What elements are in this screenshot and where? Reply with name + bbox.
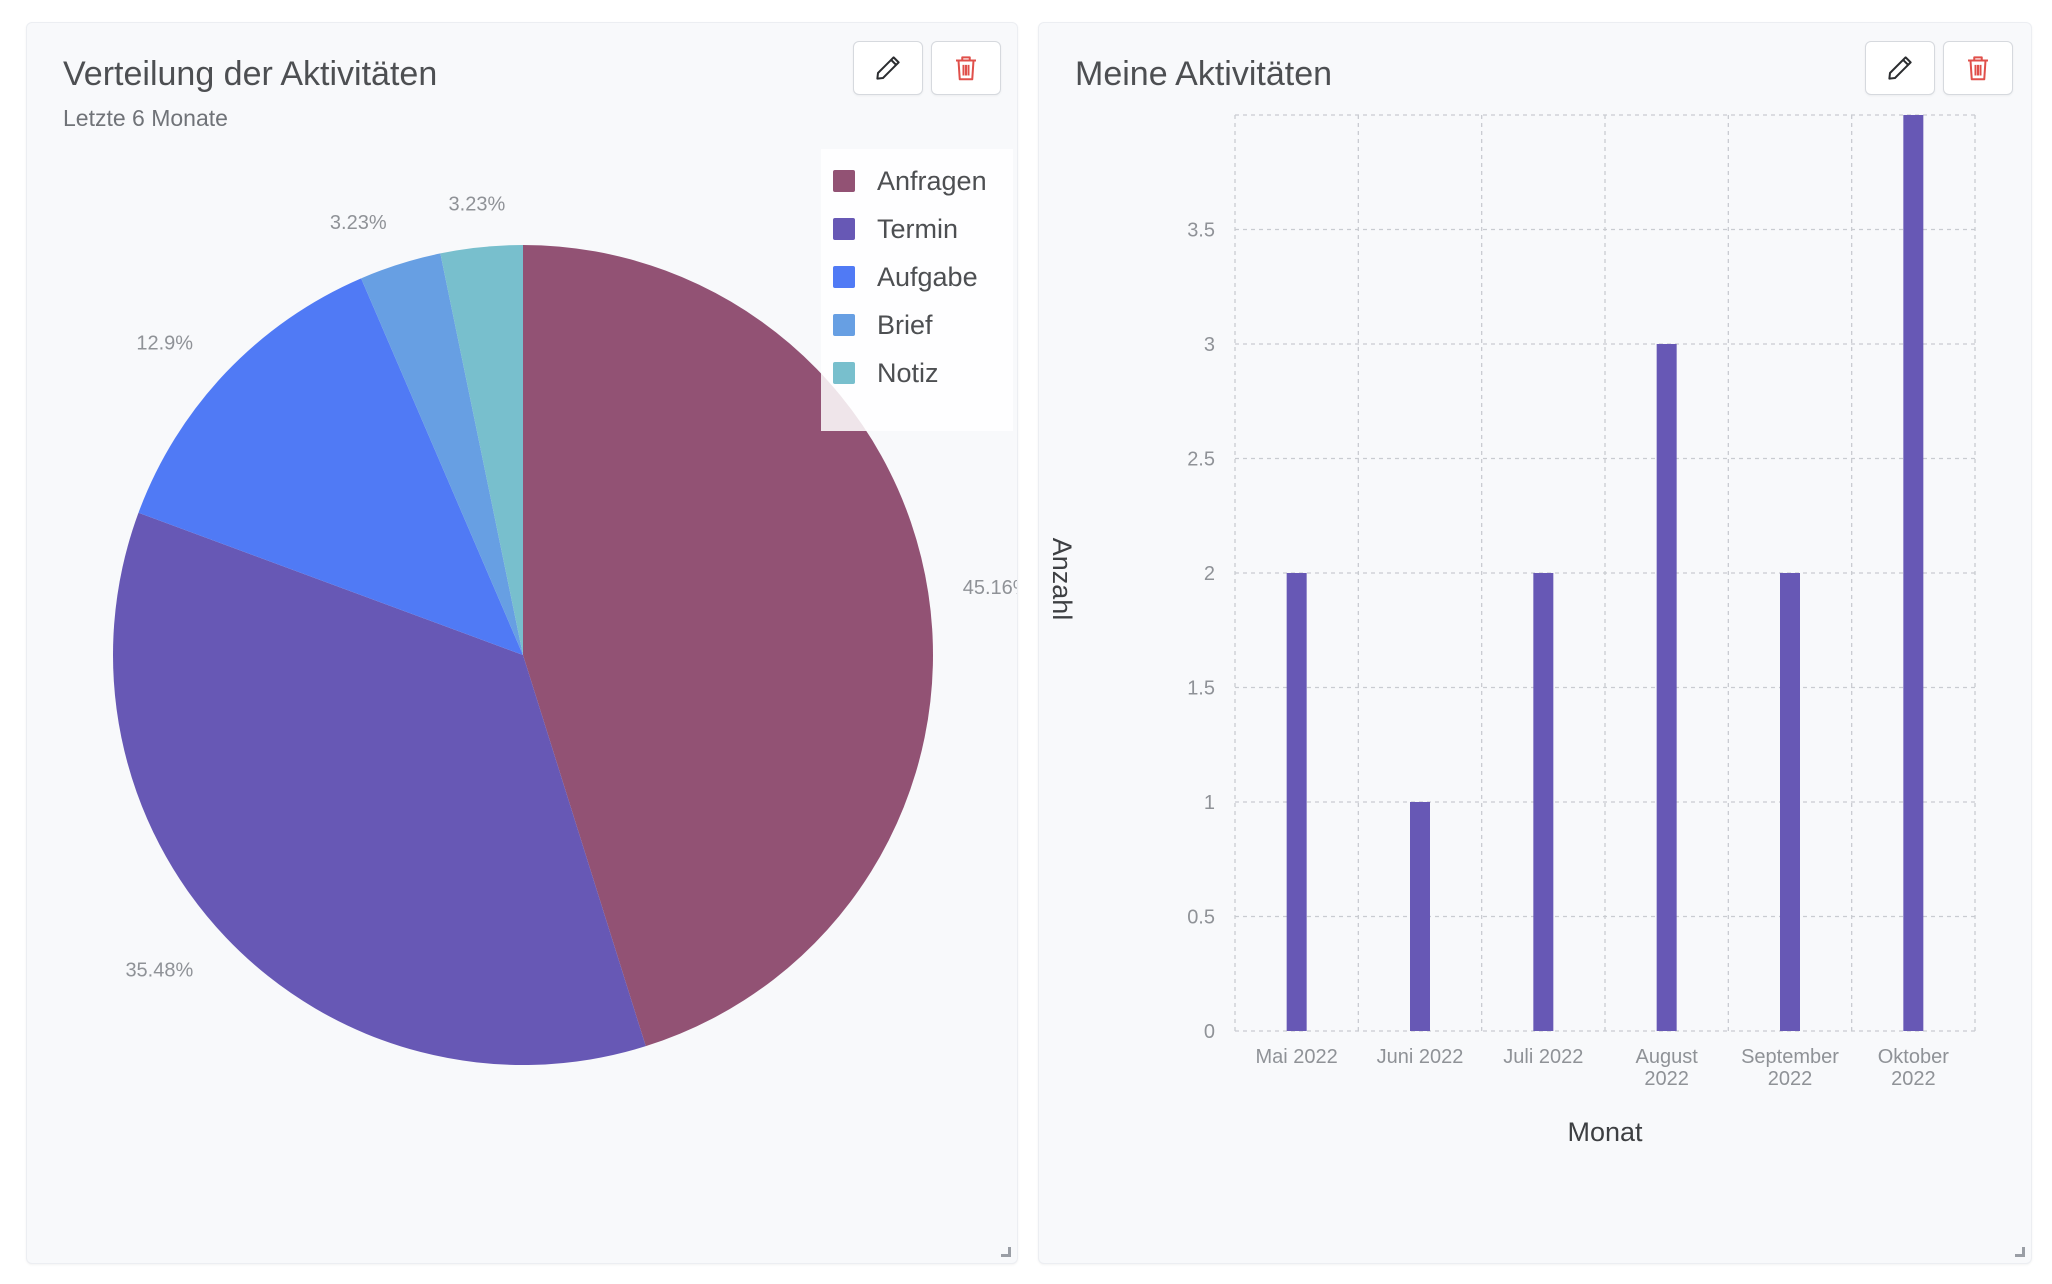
legend-swatch [833,218,855,240]
legend-label: Notiz [877,358,939,388]
y-axis-title: Anzahl [1047,538,1077,621]
bar [1286,573,1307,1031]
x-tick-label: Oktober 2022 [1878,1046,1949,1090]
resize-handle[interactable] [2015,1247,2025,1257]
trash-icon [1968,56,1988,81]
pie-slice-termin [113,512,646,1065]
pencil-icon [1888,56,1912,80]
bar-chart: 0 0.5 1 1.5 2 2.5 3 3.5 Mai 2022 Juni 2022 Juli 20… [1047,114,1976,1147]
edit-button[interactable] [853,41,923,95]
x-tick-label: Juni 2022 [1377,1046,1464,1068]
legend-item-notiz[interactable]: Notiz [833,358,939,388]
delete-button[interactable] [931,41,1001,95]
legend-swatch [833,170,855,192]
legend-swatch [833,314,855,336]
pie-slice-brief [361,253,523,655]
legend-swatch [833,362,855,384]
x-tick-label: August 2022 [1636,1046,1699,1090]
x-tick-label: Mai 2022 [1256,1046,1338,1068]
pie-data-label: 12.9% [136,333,193,355]
pie-chart-card: Verteilung der Aktivitäten Letzte 6 Mona… [26,22,1018,1264]
legend-label: Brief [877,310,933,340]
pie-data-label: 45.16% [963,577,1017,599]
pie-slice-aufgabe [138,278,523,655]
y-tick-label: 0 [1204,1021,1215,1043]
pie-legend: Anfragen Termin Aufgabe Brief Notiz [821,149,1013,431]
legend-item-aufgabe[interactable]: Aufgabe [833,262,978,292]
x-tick-label: September 2022 [1741,1046,1839,1090]
legend-item-termin[interactable]: Termin [833,214,958,244]
y-tick-label: 2.5 [1187,449,1215,471]
legend-label: Aufgabe [877,262,978,292]
legend-label: Termin [877,214,958,244]
y-tick-label: 0.5 [1187,907,1215,929]
y-tick-label: 1.5 [1187,678,1215,700]
pencil-icon [876,56,900,80]
bar [1903,115,1924,1031]
trash-icon [956,56,976,81]
pie-data-label: 3.23% [330,212,387,234]
pie-data-label: 3.23% [449,193,506,215]
bar [1410,802,1430,1031]
legend-item-anfragen[interactable]: Anfragen [833,166,987,196]
edit-button[interactable] [1865,41,1935,95]
x-tick-label: Juli 2022 [1503,1046,1583,1068]
pie-data-label: 35.48% [125,960,193,982]
pie-slice-notiz [440,245,523,655]
bar [1533,573,1554,1031]
y-tick-label: 3.5 [1187,220,1215,242]
x-axis-title: Monat [1567,1117,1643,1147]
delete-button[interactable] [1943,41,2013,95]
y-tick-label: 2 [1204,563,1215,585]
bar [1780,573,1800,1031]
resize-handle[interactable] [1001,1247,1011,1257]
grid [1234,114,1976,1032]
pie-chart-title: Verteilung der Aktivitäten [63,55,438,93]
y-tick-label: 1 [1204,792,1215,814]
pie-chart-subtitle: Letzte 6 Monate [63,105,228,131]
bar-chart-card: Meine Aktivitäten 0 0.5 1 1.5 2 2.5 3 3.5 Mai 20… [1038,22,2032,1264]
pie-slice-anfragen [523,245,933,1047]
legend-item-brief[interactable]: Brief [833,310,933,340]
bar-chart-title: Meine Aktivitäten [1075,55,1333,93]
legend-swatch [833,266,855,288]
pie-chart: 45.16% 35.48% 12.9% 3.23% 3.23% Anfragen Termi… [113,149,1017,1065]
y-tick-label: 3 [1204,334,1215,356]
bar [1656,344,1677,1031]
legend-label: Anfragen [877,166,987,196]
